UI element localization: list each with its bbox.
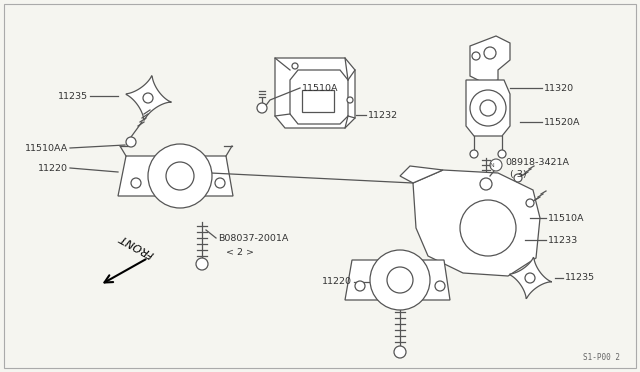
Circle shape bbox=[514, 174, 522, 182]
Circle shape bbox=[257, 103, 267, 113]
Text: 11520A: 11520A bbox=[0, 371, 1, 372]
Circle shape bbox=[355, 281, 365, 291]
Text: 11220: 11220 bbox=[322, 278, 352, 286]
Polygon shape bbox=[400, 166, 443, 183]
Polygon shape bbox=[413, 170, 540, 276]
Text: S1-P00 2: S1-P00 2 bbox=[583, 353, 620, 362]
Polygon shape bbox=[466, 80, 510, 136]
Polygon shape bbox=[470, 36, 510, 84]
Circle shape bbox=[292, 63, 298, 69]
Circle shape bbox=[490, 159, 502, 171]
Text: 11233: 11233 bbox=[548, 235, 579, 244]
Text: 11220: 11220 bbox=[38, 164, 68, 173]
Circle shape bbox=[148, 144, 212, 208]
Circle shape bbox=[470, 150, 478, 158]
Circle shape bbox=[484, 47, 496, 59]
Circle shape bbox=[347, 97, 353, 103]
Polygon shape bbox=[345, 260, 450, 300]
Text: 11320: 11320 bbox=[544, 83, 574, 93]
Text: < 2 >: < 2 > bbox=[226, 247, 254, 257]
Polygon shape bbox=[118, 156, 233, 196]
Circle shape bbox=[470, 90, 506, 126]
Polygon shape bbox=[275, 58, 355, 128]
Polygon shape bbox=[510, 257, 552, 299]
Text: FRONT: FRONT bbox=[118, 231, 156, 259]
Circle shape bbox=[498, 150, 506, 158]
Circle shape bbox=[215, 178, 225, 188]
Circle shape bbox=[480, 100, 496, 116]
Text: 11510AA: 11510AA bbox=[25, 144, 68, 153]
Text: B08037-2001A: B08037-2001A bbox=[218, 234, 289, 243]
Circle shape bbox=[472, 52, 480, 60]
Text: 08918-3421A: 08918-3421A bbox=[505, 157, 569, 167]
Circle shape bbox=[370, 250, 430, 310]
Text: 11520A: 11520A bbox=[544, 118, 580, 126]
Circle shape bbox=[166, 162, 194, 190]
Text: ( 3): ( 3) bbox=[510, 170, 527, 179]
Text: N: N bbox=[490, 163, 494, 167]
Circle shape bbox=[526, 199, 534, 207]
Circle shape bbox=[126, 137, 136, 147]
Circle shape bbox=[143, 93, 153, 103]
Polygon shape bbox=[126, 76, 172, 120]
Circle shape bbox=[131, 178, 141, 188]
Polygon shape bbox=[290, 70, 348, 124]
Circle shape bbox=[460, 200, 516, 256]
Circle shape bbox=[394, 346, 406, 358]
Text: 11235: 11235 bbox=[58, 92, 88, 100]
Circle shape bbox=[525, 273, 535, 283]
Text: 11232: 11232 bbox=[368, 110, 398, 119]
Circle shape bbox=[196, 258, 208, 270]
Text: 11235: 11235 bbox=[565, 273, 595, 282]
Text: 11510A: 11510A bbox=[302, 83, 339, 93]
Circle shape bbox=[387, 267, 413, 293]
Text: 11510A: 11510A bbox=[548, 214, 584, 222]
Bar bbox=[302, 90, 334, 112]
Circle shape bbox=[435, 281, 445, 291]
Circle shape bbox=[480, 178, 492, 190]
